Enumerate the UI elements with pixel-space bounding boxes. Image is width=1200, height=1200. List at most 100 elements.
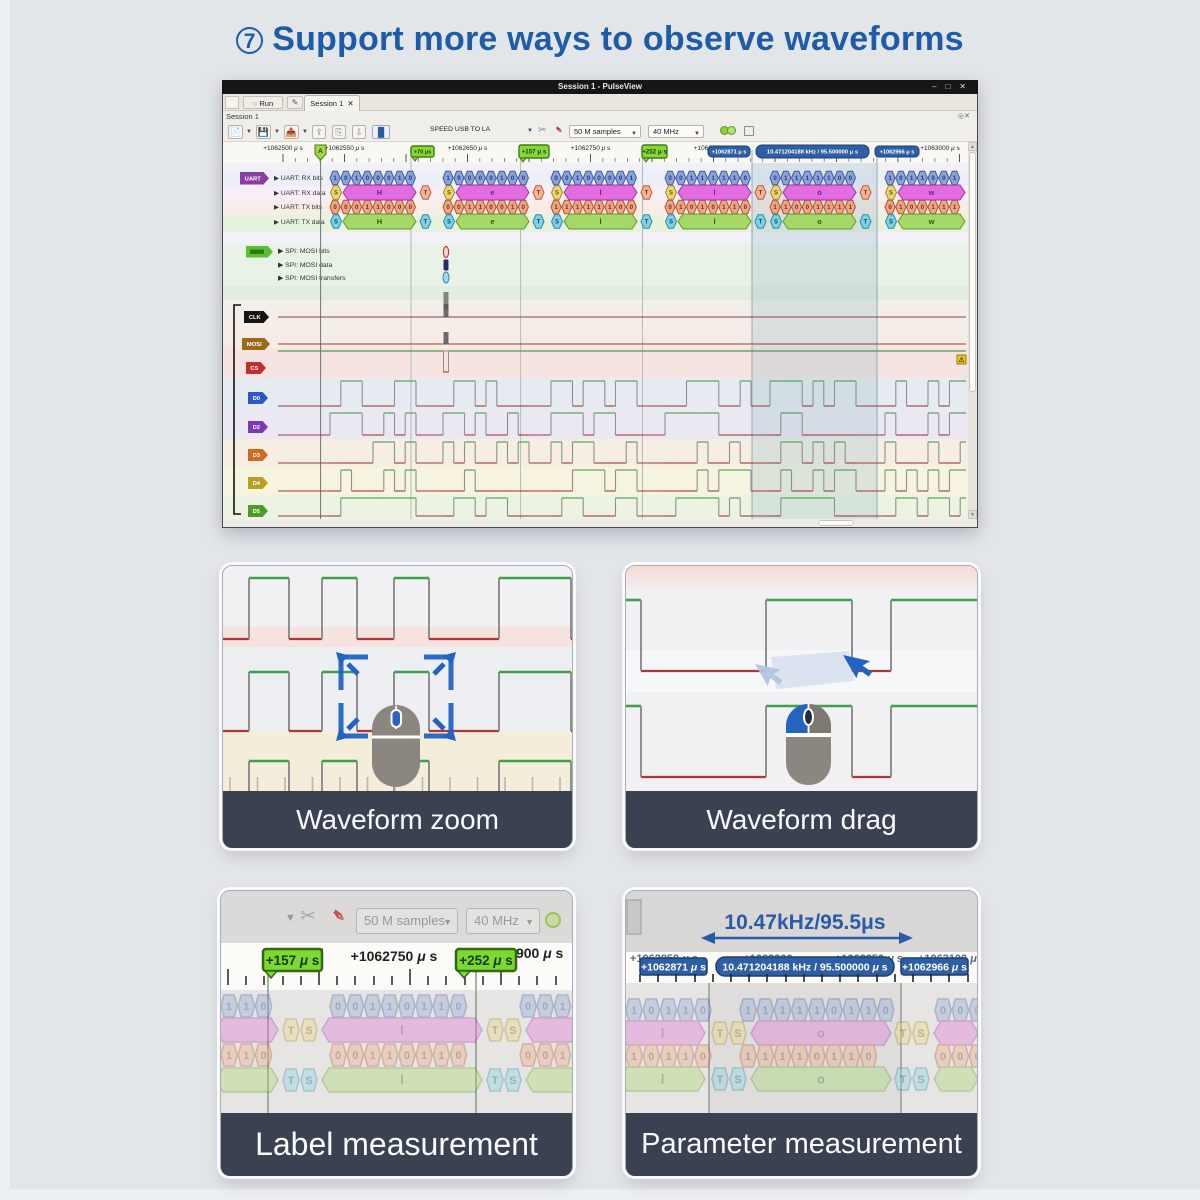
svg-text:1: 1 <box>226 1001 232 1013</box>
svg-text:MOSI: MOSI <box>247 342 262 348</box>
svg-text:0: 0 <box>455 1001 461 1013</box>
svg-text:0: 0 <box>479 175 483 182</box>
svg-text:1: 1 <box>814 1005 820 1017</box>
svg-text:+157 μ s: +157 μ s <box>522 149 547 156</box>
svg-text:T: T <box>717 1074 724 1086</box>
svg-text:1: 1 <box>665 1051 671 1063</box>
svg-text:1: 1 <box>243 1050 249 1062</box>
svg-text:1: 1 <box>733 175 737 182</box>
svg-text:0: 0 <box>744 204 748 211</box>
svg-text:1: 1 <box>848 1051 854 1063</box>
svg-text:1: 1 <box>942 204 946 211</box>
svg-text:S: S <box>334 220 338 226</box>
svg-text:T: T <box>492 1075 499 1087</box>
svg-text:T: T <box>424 220 428 226</box>
svg-text:0: 0 <box>554 175 558 182</box>
svg-text:T: T <box>645 191 649 197</box>
svg-text:1: 1 <box>500 175 504 182</box>
svg-text:1: 1 <box>387 1001 393 1013</box>
svg-text:UART: UART <box>245 176 262 182</box>
svg-text:0: 0 <box>957 1051 963 1063</box>
svg-text:0: 0 <box>587 175 591 182</box>
svg-text:T: T <box>537 220 541 226</box>
svg-text:0: 0 <box>795 204 799 211</box>
svg-text:0: 0 <box>648 1051 654 1063</box>
svg-text:0: 0 <box>468 175 472 182</box>
svg-text:1: 1 <box>784 204 788 211</box>
svg-text:S: S <box>889 220 893 226</box>
svg-text:+1062966 μ s: +1062966 μ s <box>880 150 915 156</box>
svg-text:0: 0 <box>619 175 623 182</box>
svg-text:0: 0 <box>974 1005 980 1017</box>
svg-text:S: S <box>734 1028 741 1040</box>
svg-text:S: S <box>917 1028 924 1040</box>
svg-text:0: 0 <box>921 204 925 211</box>
svg-text:S: S <box>447 220 451 226</box>
svg-text:l: l <box>713 188 715 197</box>
svg-text:1: 1 <box>816 204 820 211</box>
svg-text:T: T <box>900 1074 907 1086</box>
svg-text:0: 0 <box>352 1001 358 1013</box>
svg-text:10.47kHz/95.5μs: 10.47kHz/95.5μs <box>724 911 885 934</box>
svg-text:0: 0 <box>455 1050 461 1062</box>
svg-text:S: S <box>305 1075 312 1087</box>
svg-text:0: 0 <box>679 175 683 182</box>
svg-text:A: A <box>318 148 323 155</box>
svg-text:0: 0 <box>806 204 810 211</box>
svg-text:0: 0 <box>668 204 672 211</box>
svg-text:w: w <box>928 217 935 226</box>
svg-text:+252 μ s: +252 μ s <box>459 953 513 968</box>
svg-text:o: o <box>817 1026 825 1041</box>
svg-text:+1062550 μ s: +1062550 μ s <box>325 145 365 152</box>
svg-text:0: 0 <box>344 204 348 211</box>
svg-text:1: 1 <box>806 175 810 182</box>
svg-text:+1062650 μ s: +1062650 μ s <box>448 145 488 152</box>
svg-text:1: 1 <box>479 204 483 211</box>
svg-text:1: 1 <box>745 1051 751 1063</box>
svg-text:1: 1 <box>587 204 591 211</box>
svg-text:0: 0 <box>957 1005 963 1017</box>
svg-text:o: o <box>817 1072 825 1087</box>
svg-text:1: 1 <box>733 204 737 211</box>
svg-text:+1062871 μ s: +1062871 μ s <box>712 150 747 156</box>
svg-text:0: 0 <box>333 204 337 211</box>
svg-text:S: S <box>509 1025 516 1037</box>
svg-text:⚠: ⚠ <box>958 356 965 364</box>
svg-text:T: T <box>492 1025 499 1037</box>
svg-text:1: 1 <box>243 1001 249 1013</box>
svg-text:0: 0 <box>387 204 391 211</box>
svg-text:+1062500 μ s: +1062500 μ s <box>263 145 303 152</box>
svg-text:0: 0 <box>542 1050 548 1062</box>
svg-text:0: 0 <box>744 175 748 182</box>
svg-text:1: 1 <box>779 1005 785 1017</box>
svg-text:0: 0 <box>522 175 526 182</box>
svg-text:0: 0 <box>931 175 935 182</box>
svg-text:0: 0 <box>700 1051 706 1063</box>
svg-text:0: 0 <box>565 175 569 182</box>
svg-text:1: 1 <box>831 1051 837 1063</box>
svg-text:0: 0 <box>910 204 914 211</box>
svg-text:1: 1 <box>554 204 558 211</box>
svg-text:0: 0 <box>500 204 504 211</box>
svg-text:0: 0 <box>355 204 359 211</box>
svg-text:1: 1 <box>387 1050 393 1062</box>
svg-text:T: T <box>900 1028 907 1040</box>
svg-text:1: 1 <box>631 1005 637 1017</box>
svg-text:D4: D4 <box>253 481 261 487</box>
svg-text:0: 0 <box>942 175 946 182</box>
svg-text:+1062750 μ s: +1062750 μ s <box>571 145 611 152</box>
svg-text:0: 0 <box>849 175 853 182</box>
svg-text:1: 1 <box>711 175 715 182</box>
svg-text:0: 0 <box>344 175 348 182</box>
svg-text:1: 1 <box>421 1050 427 1062</box>
svg-text:0: 0 <box>865 1051 871 1063</box>
svg-text:0: 0 <box>630 204 634 211</box>
svg-text:T: T <box>864 191 868 197</box>
svg-text:1: 1 <box>745 1005 751 1017</box>
svg-text:1: 1 <box>597 204 601 211</box>
svg-text:T: T <box>717 1028 724 1040</box>
svg-text:D0: D0 <box>253 396 260 402</box>
svg-text:0: 0 <box>260 1001 266 1013</box>
svg-text:0: 0 <box>831 1005 837 1017</box>
svg-text:w: w <box>928 188 935 197</box>
